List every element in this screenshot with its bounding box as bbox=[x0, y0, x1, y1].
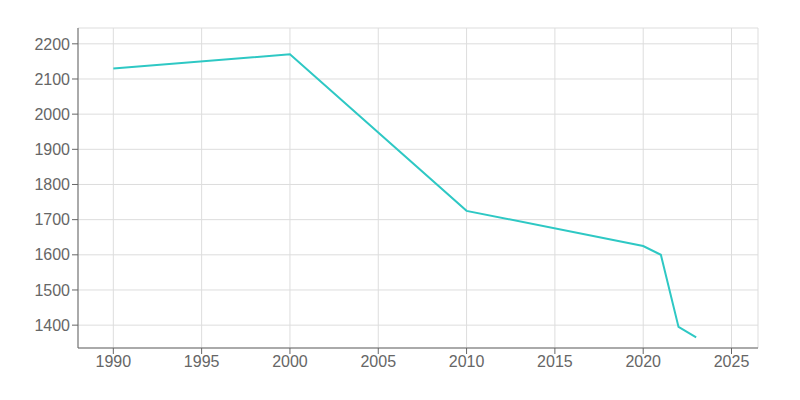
svg-text:2015: 2015 bbox=[537, 353, 573, 370]
svg-text:1600: 1600 bbox=[34, 246, 70, 263]
svg-text:2000: 2000 bbox=[272, 353, 308, 370]
svg-text:1700: 1700 bbox=[34, 211, 70, 228]
svg-text:1400: 1400 bbox=[34, 317, 70, 334]
svg-text:2025: 2025 bbox=[714, 353, 750, 370]
svg-text:2200: 2200 bbox=[34, 36, 70, 53]
svg-text:1500: 1500 bbox=[34, 282, 70, 299]
svg-text:1995: 1995 bbox=[184, 353, 220, 370]
svg-text:1900: 1900 bbox=[34, 141, 70, 158]
svg-text:2005: 2005 bbox=[360, 353, 396, 370]
svg-text:1800: 1800 bbox=[34, 176, 70, 193]
svg-text:1990: 1990 bbox=[96, 353, 132, 370]
svg-text:2000: 2000 bbox=[34, 106, 70, 123]
svg-text:2100: 2100 bbox=[34, 71, 70, 88]
svg-text:2010: 2010 bbox=[449, 353, 485, 370]
svg-text:2020: 2020 bbox=[625, 353, 661, 370]
